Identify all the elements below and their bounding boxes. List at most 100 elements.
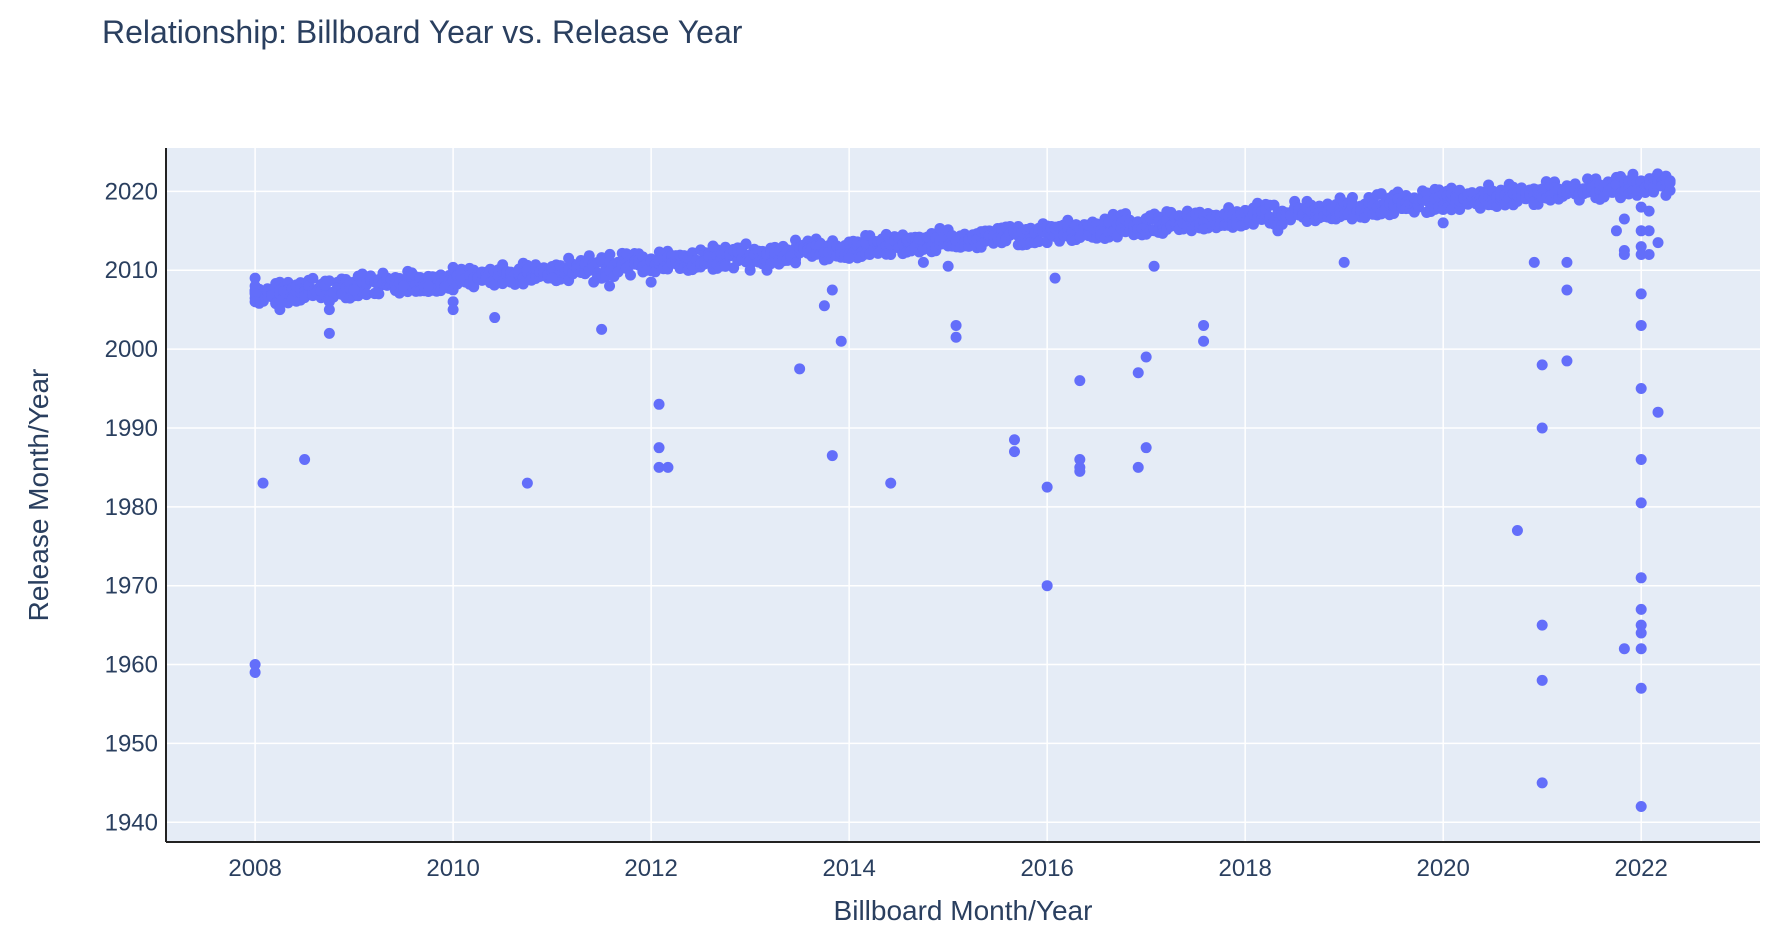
data-point (1635, 383, 1647, 395)
data-point (1140, 351, 1152, 363)
data-point (1660, 189, 1672, 201)
data-point (1536, 777, 1548, 789)
data-point (249, 659, 261, 671)
data-point (360, 288, 372, 300)
data-point (1635, 627, 1647, 639)
y-tick-label: 1950 (105, 730, 158, 757)
data-point (1511, 524, 1523, 536)
data-point (1664, 177, 1676, 189)
y-tick-label: 1980 (105, 494, 158, 521)
data-point (488, 279, 500, 291)
data-point (719, 260, 731, 272)
data-point (1536, 619, 1548, 631)
data-point (843, 252, 855, 264)
data-point (604, 280, 616, 292)
y-tick-label: 1940 (105, 809, 158, 836)
x-gridlines (254, 148, 1642, 842)
data-point (625, 269, 637, 281)
data-point (1561, 284, 1573, 296)
data-point (348, 284, 360, 296)
x-tick-label: 2018 (1218, 855, 1271, 882)
data-point (1148, 260, 1160, 272)
data-point (505, 276, 517, 288)
data-point (517, 278, 529, 290)
data-point (1635, 682, 1647, 694)
data-point (1346, 213, 1358, 225)
data-point (1635, 643, 1647, 655)
y-tick-label: 2010 (105, 257, 158, 284)
y-tick-label: 1990 (105, 415, 158, 442)
data-point (249, 272, 261, 284)
data-point (1635, 619, 1647, 631)
data-point (422, 280, 434, 292)
data-point (818, 300, 830, 312)
data-point (1132, 461, 1144, 473)
y-tick-label: 1970 (105, 573, 158, 600)
data-point (1338, 256, 1350, 268)
data-point (1301, 216, 1313, 228)
data-point (885, 248, 897, 260)
data-point (596, 323, 608, 335)
y-tick-label: 1960 (105, 652, 158, 679)
data-point (1536, 359, 1548, 371)
data-point (950, 331, 962, 343)
data-point (249, 280, 261, 292)
x-tick-labels: 2008 2010 2012 2014 2016 2018 2020 2022 (228, 855, 1667, 882)
data-point (1198, 335, 1210, 347)
data-point (942, 260, 954, 272)
data-point (1049, 272, 1061, 284)
data-point (546, 272, 558, 284)
data-point (1643, 225, 1655, 237)
data-point (761, 264, 773, 276)
data-point (373, 288, 385, 300)
data-point (1528, 256, 1540, 268)
data-point (1536, 674, 1548, 686)
data-point (950, 319, 962, 331)
data-point (1008, 446, 1020, 458)
data-point (1041, 580, 1053, 592)
data-point (1635, 225, 1647, 237)
data-point (1561, 256, 1573, 268)
data-point (356, 268, 368, 280)
data-point (299, 454, 311, 466)
data-point (1074, 454, 1086, 466)
data-point (1132, 367, 1144, 379)
data-point (521, 477, 533, 489)
y-axis-label: Release Month/Year (23, 369, 54, 622)
data-point (447, 296, 459, 308)
data-point (1272, 225, 1284, 237)
data-point (249, 666, 261, 678)
data-point (1643, 205, 1655, 217)
data-point (1635, 241, 1647, 253)
data-point (1074, 465, 1086, 477)
data-point (1635, 603, 1647, 615)
data-point (1421, 187, 1433, 199)
data-point (645, 276, 657, 288)
data-point (662, 461, 674, 473)
data-point (1652, 406, 1664, 418)
data-point (323, 304, 335, 316)
data-point (274, 304, 286, 316)
data-point (653, 461, 665, 473)
data-point (588, 276, 600, 288)
data-point (934, 222, 946, 234)
data-point (307, 272, 319, 284)
data-point (1635, 801, 1647, 813)
data-point (826, 284, 838, 296)
data-point (323, 327, 335, 339)
chart-title: Relationship: Billboard Year vs. Release… (102, 14, 743, 50)
data-point (1437, 217, 1449, 229)
data-point (1140, 442, 1152, 454)
data-point (398, 280, 410, 292)
x-tick-label: 2012 (624, 855, 677, 882)
plot-background (166, 148, 1760, 842)
data-point (1198, 319, 1210, 331)
data-point (1536, 422, 1548, 434)
data-point (1561, 355, 1573, 367)
y-tick-labels: 1940 1950 1960 1970 1980 1990 2000 2010 2020 (105, 178, 158, 836)
data-point (917, 256, 929, 268)
data-point (249, 288, 261, 300)
data-point (653, 398, 665, 410)
